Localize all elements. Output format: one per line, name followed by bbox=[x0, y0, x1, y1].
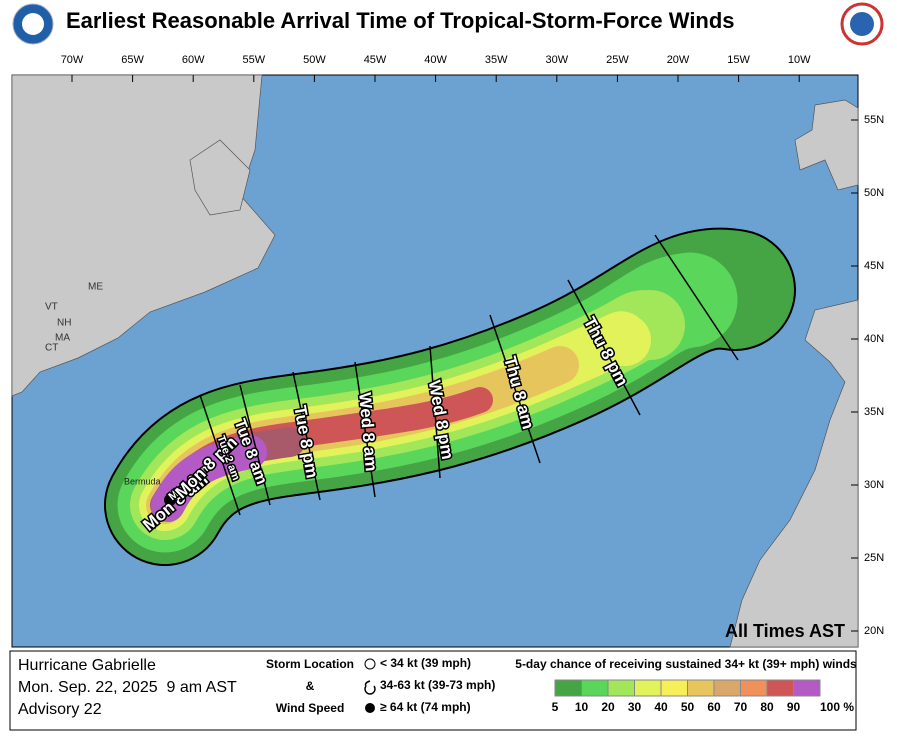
state-label: NH bbox=[57, 318, 71, 329]
nws-logo-inner bbox=[850, 12, 874, 36]
lon-label: 20W bbox=[667, 54, 690, 66]
scale-box bbox=[634, 679, 662, 697]
scale-label: 90 bbox=[787, 700, 801, 714]
time-note: All Times AST bbox=[725, 621, 845, 641]
lon-label: 15W bbox=[727, 54, 750, 66]
scale-label: 80 bbox=[760, 700, 774, 714]
british-isles bbox=[794, 99, 859, 191]
time-line bbox=[199, 394, 241, 516]
lon-label: 40W bbox=[424, 54, 447, 66]
time-line bbox=[354, 361, 376, 498]
lon-label: 65W bbox=[121, 54, 144, 66]
lat-label: 55N bbox=[864, 114, 884, 126]
legend-item: < 34 kt (39 mph) bbox=[380, 656, 471, 670]
state-label: MA bbox=[55, 333, 70, 344]
newfoundland bbox=[189, 139, 251, 216]
swath-100 bbox=[151, 435, 267, 522]
time-line bbox=[489, 314, 541, 464]
issued: Mon. Sep. 22, 2025 9 am AST bbox=[18, 679, 237, 696]
lat-label: 25N bbox=[864, 552, 884, 564]
scale-label: 70 bbox=[734, 700, 748, 714]
legend-item: 34-63 kt (39-73 mph) bbox=[380, 678, 495, 692]
advisory: Advisory 22 bbox=[18, 701, 102, 718]
scale-label: 20 bbox=[601, 700, 615, 714]
symbol-hurricane bbox=[365, 703, 375, 713]
symbol-weak bbox=[364, 658, 376, 670]
iberia-africa bbox=[729, 299, 859, 648]
lat-label: 45N bbox=[864, 260, 884, 272]
lon-label: 55W bbox=[242, 54, 265, 66]
lon-label: 50W bbox=[303, 54, 326, 66]
scale-box bbox=[740, 679, 768, 697]
symbol-ts bbox=[364, 680, 376, 695]
time-line bbox=[292, 371, 321, 501]
scale-label: 50 bbox=[681, 700, 695, 714]
legend-title: Wind Speed bbox=[276, 701, 345, 715]
scale-label: 60 bbox=[707, 700, 721, 714]
lat-label: 35N bbox=[864, 406, 884, 418]
lon-label: 35W bbox=[485, 54, 508, 66]
scale-box bbox=[687, 679, 715, 697]
time-line bbox=[429, 345, 441, 479]
scale-box bbox=[713, 679, 741, 697]
legend-title: Storm Location bbox=[266, 657, 354, 671]
lon-label: 70W bbox=[61, 54, 84, 66]
storm-name: Hurricane Gabrielle bbox=[18, 657, 156, 674]
scale-box bbox=[660, 679, 688, 697]
state-label: VT bbox=[45, 302, 58, 313]
scale-label: 30 bbox=[628, 700, 642, 714]
time-line bbox=[567, 279, 641, 416]
lat-label: 30N bbox=[864, 479, 884, 491]
scale-label: 5 bbox=[552, 700, 559, 714]
lat-label: 50N bbox=[864, 187, 884, 199]
lon-label: 10W bbox=[788, 54, 811, 66]
time-line bbox=[654, 234, 739, 361]
lon-label: 45W bbox=[364, 54, 387, 66]
lon-label: 25W bbox=[606, 54, 629, 66]
state-label: CT bbox=[45, 343, 58, 354]
scale-label: 40 bbox=[654, 700, 668, 714]
state-label: ME bbox=[88, 282, 103, 293]
scale-box bbox=[766, 679, 794, 697]
storm-position bbox=[164, 494, 176, 506]
scale-box bbox=[607, 679, 635, 697]
time-line bbox=[239, 384, 271, 506]
lat-label: 40N bbox=[864, 333, 884, 345]
title: Earliest Reasonable Arrival Time of Trop… bbox=[66, 8, 735, 33]
scale-box bbox=[554, 679, 582, 697]
noaa-logo-inner bbox=[22, 13, 44, 35]
legend-item: ≥ 64 kt (74 mph) bbox=[380, 700, 471, 714]
lat-label: 20N bbox=[864, 625, 884, 637]
scale-box bbox=[793, 679, 821, 697]
swath bbox=[104, 227, 796, 566]
time-lines bbox=[199, 234, 739, 516]
place-label: Bermuda bbox=[124, 476, 161, 486]
scale-label: 10 bbox=[575, 700, 589, 714]
legend-title: & bbox=[306, 679, 315, 693]
scale-title: 5-day chance of receiving sustained 34+ … bbox=[515, 657, 857, 671]
scale-box bbox=[581, 679, 609, 697]
lon-label: 30W bbox=[545, 54, 568, 66]
lon-label: 60W bbox=[182, 54, 205, 66]
scale-label: 100 % bbox=[820, 700, 854, 714]
